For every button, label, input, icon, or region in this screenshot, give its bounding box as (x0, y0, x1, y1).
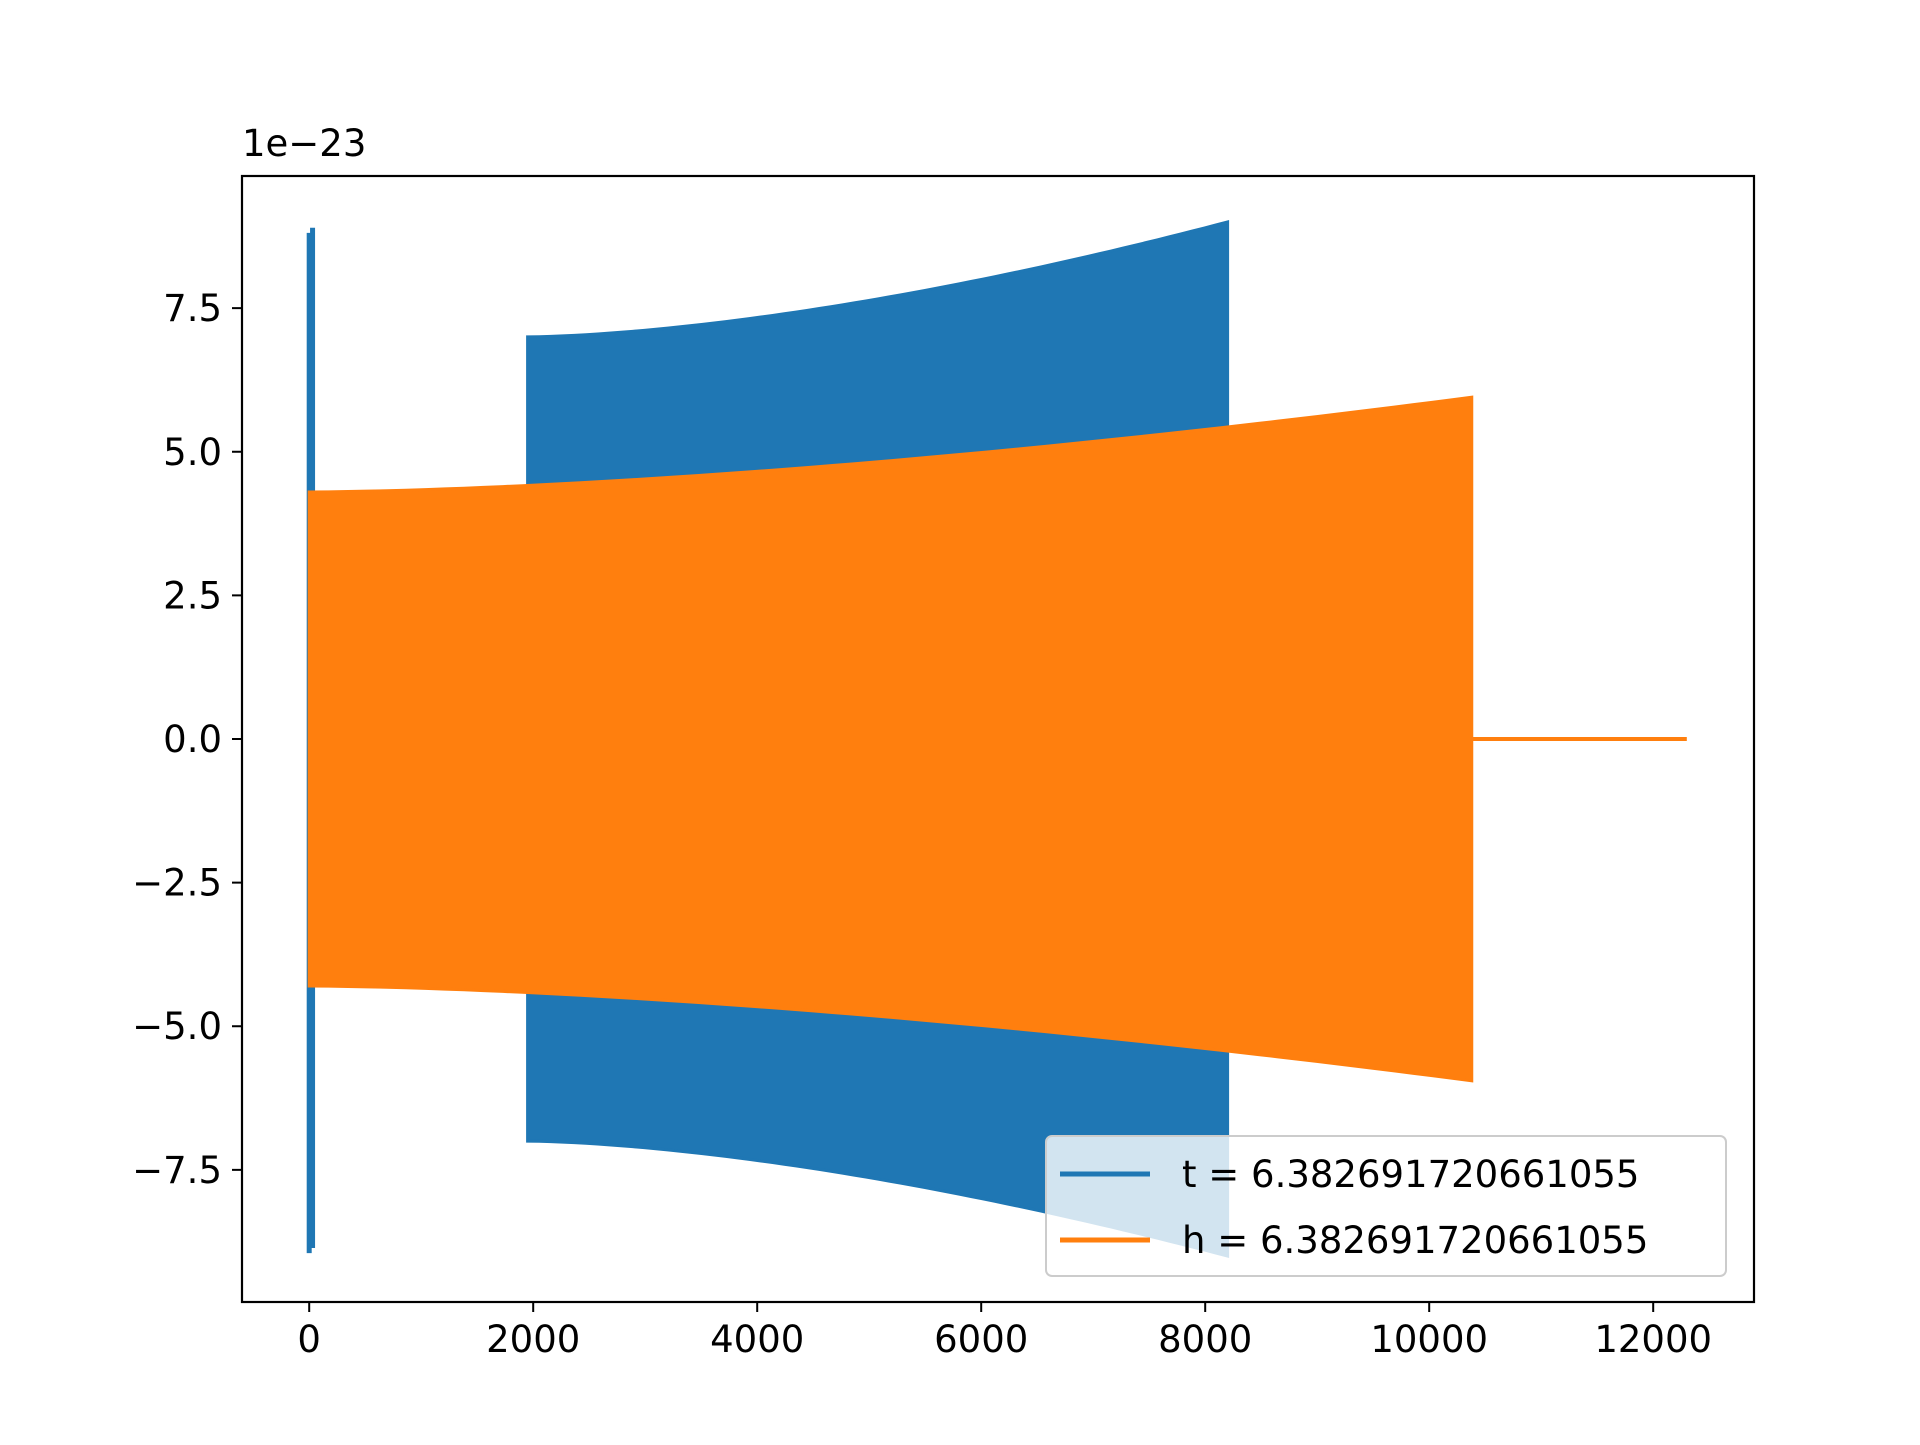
legend-box (1045, 1135, 1727, 1277)
legend-label: h = 6.382691720661055 (1182, 1219, 1648, 1262)
x-tick-label: 4000 (710, 1318, 804, 1361)
y-tick-label: 0.0 (163, 718, 222, 761)
series-1-band (307, 395, 1474, 1083)
y-tick-label: −5.0 (132, 1005, 222, 1048)
x-tick-label: 6000 (934, 1318, 1028, 1361)
y-tick-label: −7.5 (132, 1149, 222, 1192)
x-tick-label: 0 (297, 1318, 321, 1361)
x-tick-label: 8000 (1158, 1318, 1252, 1361)
y-tick-label: −2.5 (132, 862, 222, 905)
x-tick-label: 12000 (1594, 1318, 1712, 1361)
x-tick-label: 2000 (486, 1318, 580, 1361)
y-axis-ticks: 7.5 5.0 2.5 0.0 −2.5 −5.0 −7.5 (132, 287, 242, 1192)
legend: t = 6.382691720661055 h = 6.3826917206610… (1045, 1135, 1727, 1277)
legend-label: t = 6.382691720661055 (1182, 1153, 1639, 1196)
x-axis-ticks: 0 2000 4000 6000 8000 10000 12000 (297, 1302, 1712, 1361)
series-1 (307, 395, 1687, 1083)
plot-series (306, 220, 1687, 1258)
y-axis-offset-label: 1e−23 (242, 122, 366, 165)
y-tick-label: 5.0 (163, 431, 222, 474)
x-tick-label: 10000 (1370, 1318, 1488, 1361)
y-tick-label: 7.5 (163, 287, 222, 330)
y-tick-label: 2.5 (163, 574, 222, 617)
